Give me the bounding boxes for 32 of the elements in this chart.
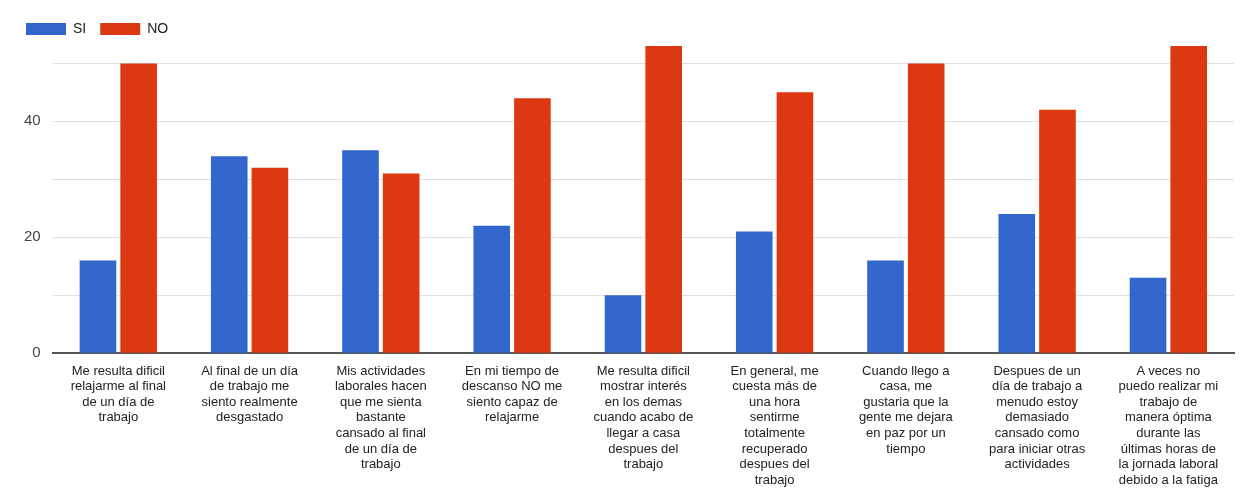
y-tick-label: 40 <box>24 111 41 129</box>
bar <box>342 150 379 353</box>
x-tick-label: Al final de un día de trabajo me siento realmente desgastado <box>201 362 299 425</box>
legend-label: NO <box>147 19 169 36</box>
y-tick-label: 20 <box>24 227 41 245</box>
bar <box>1129 277 1167 353</box>
x-tick-label: En general, me cuesta más de una hora sentirme totalmente recuperado despues del trabajo <box>730 362 819 487</box>
bar <box>907 63 945 353</box>
bar <box>1039 109 1076 353</box>
x-tick-label: Despues de un día de trabajo a menudo estoy demasiado cansado como para iniciar otras actividades <box>989 362 1086 472</box>
bar <box>867 260 904 353</box>
bar <box>251 167 289 353</box>
bar <box>1170 46 1208 353</box>
bar <box>645 46 682 353</box>
bar <box>604 295 642 353</box>
bar <box>735 231 773 353</box>
bar <box>473 225 511 353</box>
bar <box>998 214 1036 353</box>
y-tick-label: 0 <box>32 343 41 361</box>
bar <box>382 173 420 353</box>
bar <box>79 260 117 353</box>
legend-label: SI <box>73 19 87 36</box>
bar <box>776 92 814 353</box>
x-tick-label: Me resulta dificil relajarme al final de un día de trabajo <box>70 362 167 425</box>
x-tick-label: Cuando llego a casa, me gustaria que la gente me dejara en paz por un tiempo <box>858 362 954 456</box>
bar <box>120 63 157 353</box>
x-tick-label: En mi tiempo de descanso NO me siento capaz de relajarme <box>461 362 563 425</box>
x-tick-label: Mis actividades laborales hacen que me sienta bastante cansado al final de un día de trabajo <box>334 362 427 472</box>
x-tick-label: A veces no puedo realizar mi trabajo de manera óptima durante las últimas horas de la jornada laboral debido a la fatiga <box>1118 362 1219 487</box>
bar <box>514 98 551 353</box>
bar <box>210 156 248 353</box>
x-tick-label: Me resulta dificil mostrar interés en los demas cuando acabo de llegar a casa despues del trabajo <box>593 362 694 472</box>
